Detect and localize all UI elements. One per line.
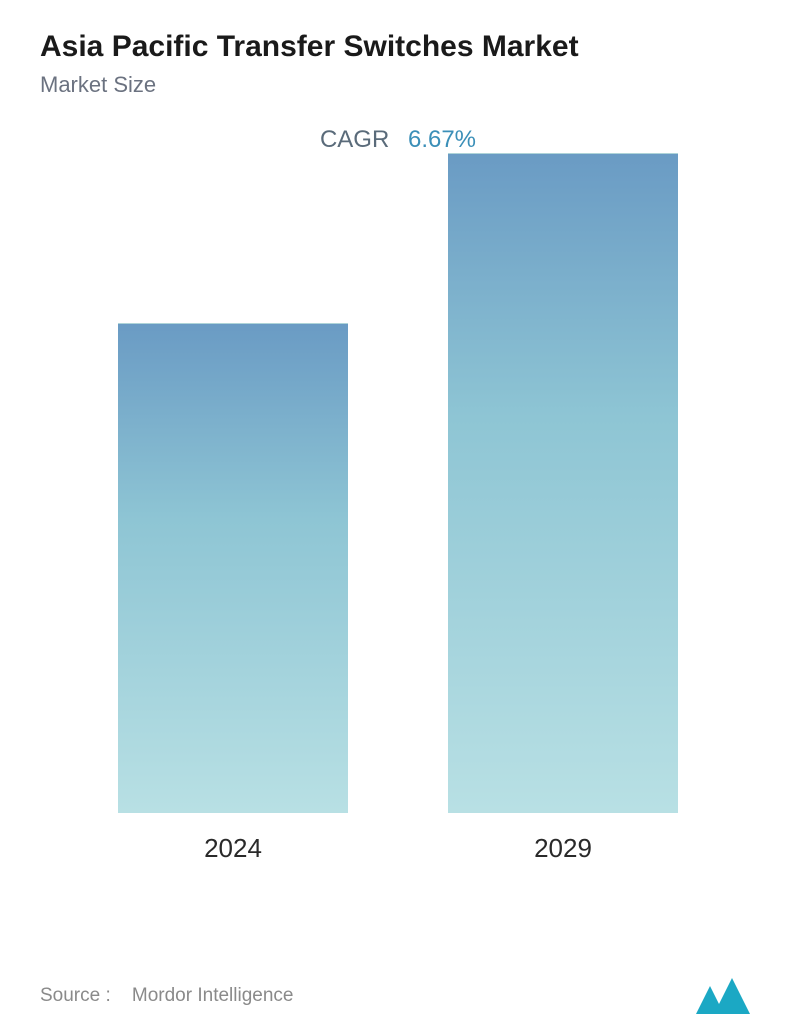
cagr-label: CAGR — [320, 126, 389, 153]
brand-logo-icon — [696, 978, 756, 1014]
source-label: Source : — [40, 985, 111, 1006]
cagr-row: CAGR 6.67% — [40, 126, 756, 154]
chart-subtitle: Market Size — [40, 72, 756, 98]
bar-label: 2024 — [204, 833, 262, 864]
bar-2024 — [118, 323, 348, 813]
bar-group: 2024 — [118, 323, 348, 864]
source-text: Source : Mordor Intelligence — [40, 985, 293, 1007]
bar-2029 — [448, 153, 678, 813]
bar-group: 2029 — [448, 153, 678, 864]
bar-chart: 2024 2029 — [40, 204, 756, 864]
source-name: Mordor Intelligence — [132, 985, 294, 1006]
bar-label: 2029 — [534, 833, 592, 864]
cagr-value: 6.67% — [408, 126, 476, 153]
footer-row: Source : Mordor Intelligence — [40, 978, 756, 1014]
chart-title: Asia Pacific Transfer Switches Market — [40, 30, 756, 64]
